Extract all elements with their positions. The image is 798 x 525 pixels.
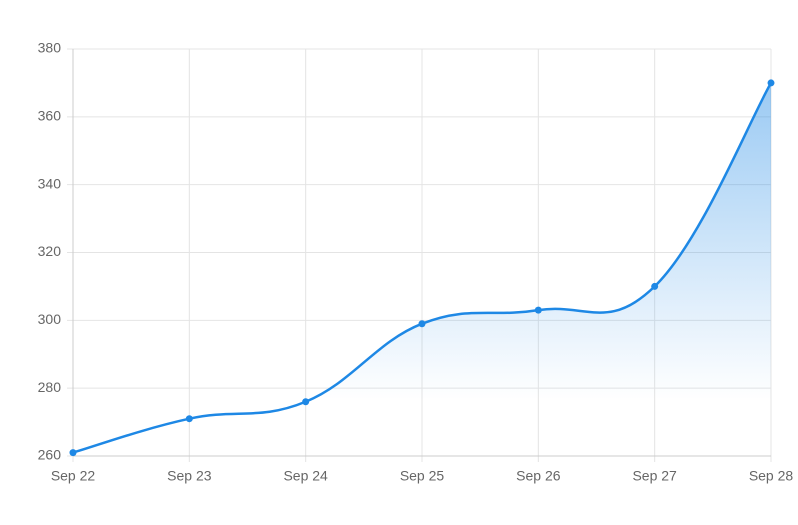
x-tick-label: Sep 25 [400,468,445,484]
x-tick-label: Sep 24 [283,468,328,484]
y-tick-label: 280 [38,379,62,395]
x-tick-label: Sep 22 [51,468,96,484]
point [302,398,310,406]
y-tick-label: 360 [38,108,62,124]
y-tick-label: 260 [38,447,62,463]
y-tick-label: 340 [38,175,62,191]
point [185,415,193,423]
x-tick-label: Sep 27 [632,468,677,484]
x-tick-label: Sep 26 [516,468,561,484]
y-tick-label: 300 [38,311,62,327]
point [69,449,77,457]
point [651,282,659,290]
point [534,306,542,314]
point [767,79,775,87]
point [418,320,426,328]
area [73,82,771,457]
y-tick-label: 380 [38,40,62,56]
y-tick-label: 320 [38,243,62,259]
x-tick-label: Sep 23 [167,468,212,484]
x-tick-label: Sep 28 [749,468,794,484]
